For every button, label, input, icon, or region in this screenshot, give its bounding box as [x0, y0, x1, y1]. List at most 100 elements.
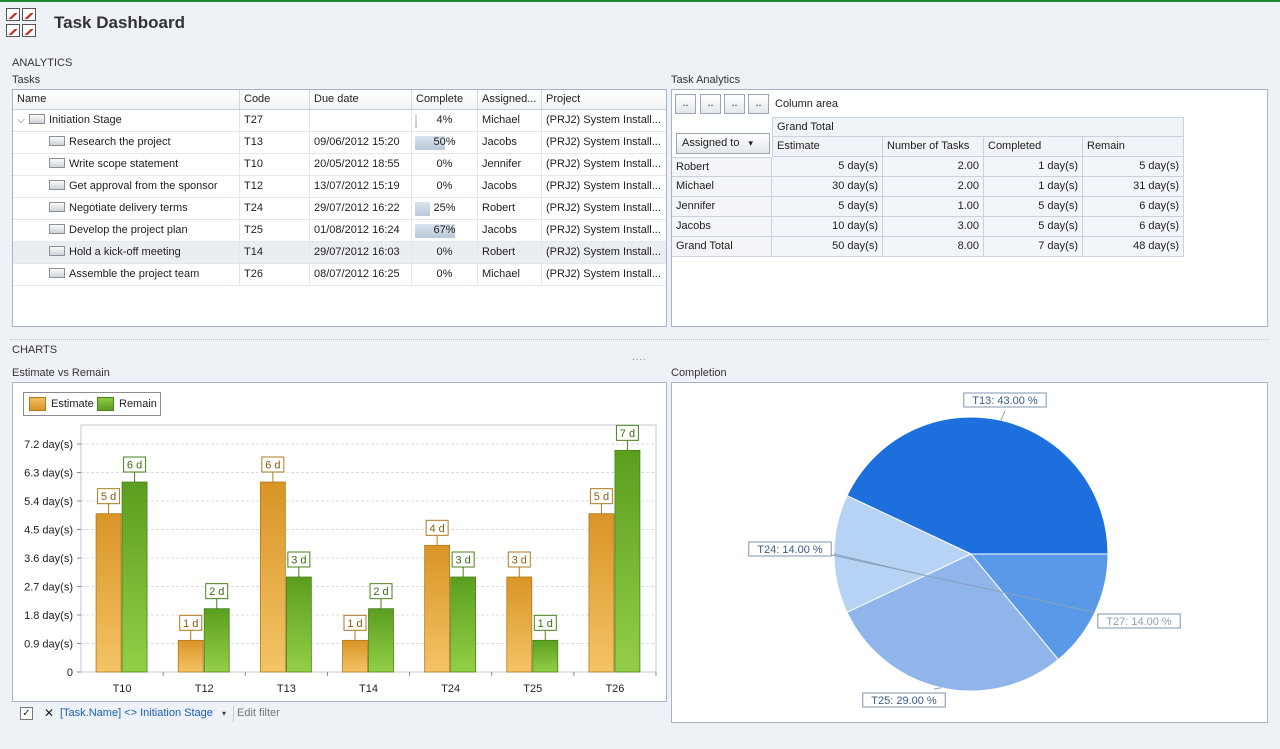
- pivot-field-button[interactable]: ..: [724, 94, 745, 114]
- pivot-cell: 8.00: [883, 237, 984, 257]
- bar-estimate: [259, 481, 286, 673]
- grid-header-row: Name Code Due date Complete Assigned... …: [13, 90, 666, 110]
- cell-name: ⌵ Initiation Stage: [13, 110, 240, 131]
- task-name: Develop the project plan: [69, 224, 188, 236]
- page-title: Task Dashboard: [54, 13, 186, 32]
- completion-pie-chart: T13: 43.00 % T27: 14.00 % T25: 29.00 % T24:…: [671, 382, 1268, 723]
- data-label-box: [451, 551, 475, 568]
- filter-mru-dropdown-icon[interactable]: ▾: [222, 706, 234, 722]
- pivot-field-button[interactable]: ..: [675, 94, 696, 114]
- task-name: Write scope statement: [69, 158, 179, 170]
- progress-bar: [415, 224, 455, 238]
- bar-remain: [368, 608, 394, 673]
- filter-enable-checkbox[interactable]: ✓: [20, 707, 33, 720]
- task-icon: [29, 114, 45, 125]
- data-label-box: [425, 519, 449, 536]
- table-row[interactable]: Develop the project plan T25 01/08/2012 16…: [13, 220, 666, 242]
- splitter-grip-icon[interactable]: ....: [632, 352, 648, 363]
- pivot-row-field-label: Assigned to: [682, 137, 740, 149]
- cell-assigned: Michael: [478, 110, 542, 131]
- table-row[interactable]: Hold a kick-off meeting T14 29/07/2012 16:…: [13, 242, 666, 264]
- pivot-cell: 50 day(s): [772, 237, 883, 257]
- cell-code: T27: [240, 110, 310, 131]
- pivot-assigned-to-field-button[interactable]: Assigned to ▾: [676, 133, 770, 154]
- cell-due-date: 01/08/2012 16:24: [310, 220, 412, 241]
- data-label-box: [615, 424, 639, 441]
- column-header-name[interactable]: Name: [13, 90, 240, 109]
- cell-code: T26: [240, 264, 310, 285]
- x-tick-label: T12: [195, 683, 214, 695]
- pivot-column-header: Remain: [1083, 137, 1184, 157]
- tree-expand-icon[interactable]: ⌵: [17, 115, 25, 126]
- tasks-grid[interactable]: Name Code Due date Complete Assigned... …: [12, 89, 667, 327]
- pivot-cell: 5 day(s): [984, 217, 1083, 237]
- column-header-code[interactable]: Code: [240, 90, 310, 109]
- y-tick-label: 2.7 day(s): [24, 582, 73, 594]
- pivot-cell: 6 day(s): [1083, 197, 1184, 217]
- pie-chart-plot: T13: 43.00 % T27: 14.00 % T25: 29.00 % T24:…: [748, 392, 1181, 708]
- cell-project: (PRJ2) System Install...: [546, 268, 661, 280]
- filter-expression[interactable]: [Task.Name] <> Initiation Stage: [60, 707, 213, 719]
- progress-text: 50%: [433, 136, 456, 148]
- cell-complete: 0%: [412, 242, 478, 263]
- clear-filter-icon[interactable]: ✕: [44, 706, 55, 720]
- table-row[interactable]: Negotiate delivery terms T24 29/07/2012 16…: [13, 198, 666, 220]
- column-header-project[interactable]: Project: [546, 93, 581, 105]
- data-label: 2 d: [209, 586, 224, 598]
- cell-name: Develop the project plan: [13, 220, 240, 241]
- bar-estimate: [342, 639, 368, 673]
- slice-label-box: [1097, 613, 1181, 629]
- task-name: Negotiate delivery terms: [69, 202, 188, 214]
- cell-assigned: Robert: [478, 198, 542, 219]
- bar-estimate: [588, 513, 615, 673]
- slice-label: T27: 14.00 %: [1106, 616, 1172, 628]
- x-tick-label: T25: [523, 683, 542, 695]
- progress-text: 67%: [433, 224, 456, 236]
- pivot-row-header[interactable]: Jennifer: [672, 197, 772, 217]
- progress-bar: [415, 136, 445, 150]
- table-row[interactable]: Get approval from the sponsor T12 13/07/20…: [13, 176, 666, 198]
- pivot-field-button[interactable]: ..: [700, 94, 721, 114]
- table-row[interactable]: Write scope statement T10 20/05/2012 18:55…: [13, 154, 666, 176]
- table-row[interactable]: ⌵ Initiation Stage T27 4% Michael (PRJ2) Syst…: [13, 110, 666, 132]
- data-label-box: [287, 551, 311, 568]
- cell-code: T24: [240, 198, 310, 219]
- task-icon: [49, 246, 65, 257]
- pivot-field-button[interactable]: ..: [748, 94, 769, 114]
- data-label: 6 d: [265, 460, 280, 472]
- table-row[interactable]: Research the project T13 09/06/2012 15:20 5…: [13, 132, 666, 154]
- tasks-panel-label: Tasks: [12, 74, 41, 86]
- data-label: 3 d: [512, 555, 527, 567]
- data-label: 5 d: [594, 491, 609, 503]
- column-header-assigned[interactable]: Assigned...: [478, 90, 542, 109]
- edit-filter-link[interactable]: Edit filter: [237, 707, 280, 719]
- data-label: 1 d: [538, 618, 553, 630]
- y-tick-label: 4.5 day(s): [24, 525, 73, 537]
- task-analytics-pivot-grid[interactable]: .. .. .. .. Column area Grand Total Assi…: [671, 89, 1268, 327]
- column-header-complete[interactable]: Complete: [412, 90, 478, 109]
- slice-label-connector: [933, 687, 942, 690]
- pivot-row-header[interactable]: Michael: [672, 177, 772, 197]
- bar-remain: [532, 639, 559, 673]
- column-header-due-date[interactable]: Due date: [310, 90, 412, 109]
- pivot-row-header[interactable]: Grand Total: [672, 237, 772, 257]
- data-label: 3 d: [455, 555, 470, 567]
- slice-label-connector: [1000, 410, 1006, 421]
- x-tick-label: T14: [359, 683, 378, 695]
- cell-name: Write scope statement: [13, 154, 240, 175]
- cell-due-date: [310, 110, 412, 131]
- data-label: 7 d: [620, 428, 635, 440]
- slice-label: T25: 29.00 %: [871, 695, 937, 707]
- bar-remain: [121, 481, 148, 673]
- x-tick-label: T10: [113, 683, 132, 695]
- table-row[interactable]: Assemble the project team T26 08/07/2012 1…: [13, 264, 666, 286]
- pivot-row-header[interactable]: Jacobs: [672, 217, 772, 237]
- cell-complete: 67%: [412, 220, 478, 241]
- pie-slice: [846, 553, 1060, 692]
- cell-project: (PRJ2) System Install...: [546, 158, 661, 170]
- pivot-row-header[interactable]: Robert: [672, 157, 772, 177]
- cell-complete: 25%: [412, 198, 478, 219]
- x-tick-label: T24: [441, 683, 460, 695]
- cell-due-date: 29/07/2012 16:03: [310, 242, 412, 263]
- bar-remain: [450, 576, 477, 673]
